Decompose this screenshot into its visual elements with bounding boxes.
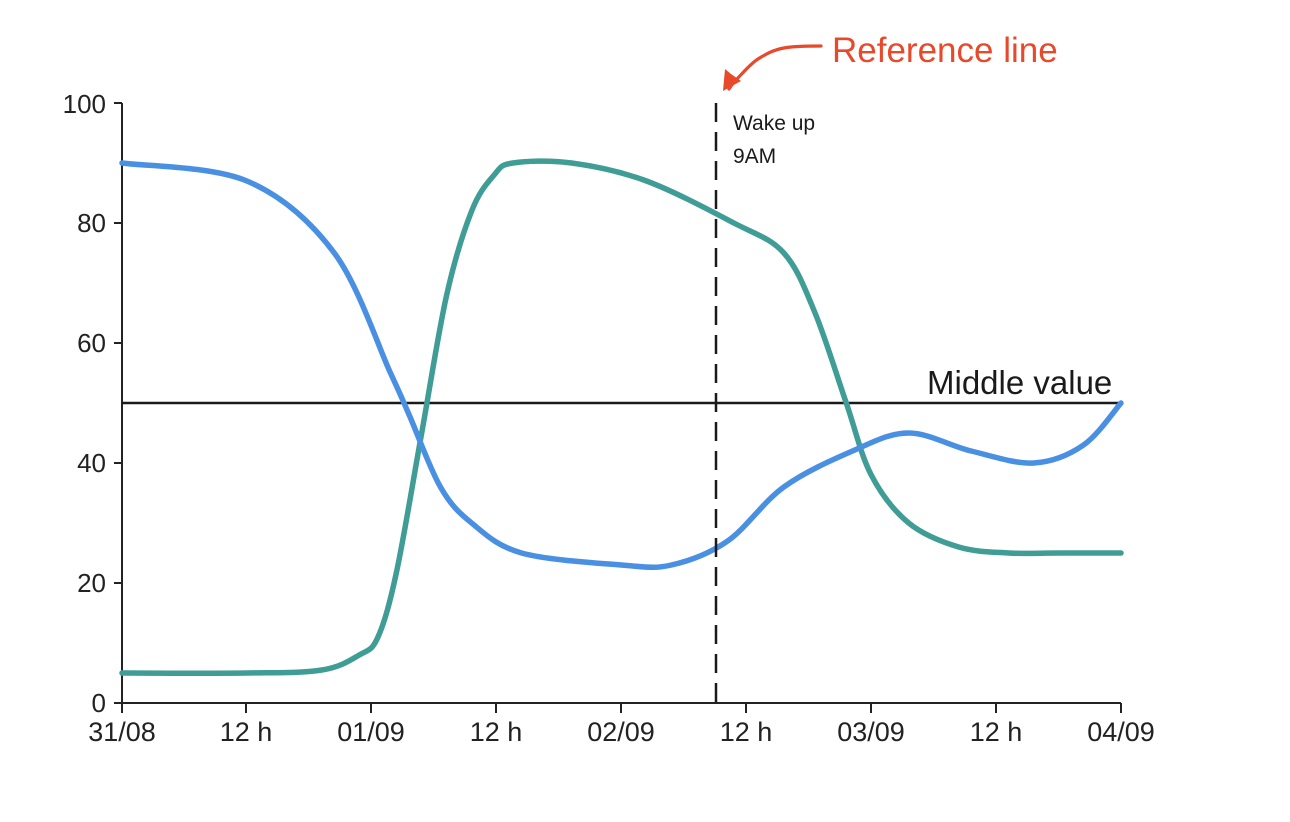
svg-text:01/09: 01/09: [337, 717, 405, 747]
svg-text:40: 40: [77, 448, 106, 478]
svg-text:12 h: 12 h: [720, 717, 773, 747]
svg-text:12 h: 12 h: [470, 717, 523, 747]
svg-text:Wake up: Wake up: [733, 112, 815, 135]
svg-text:80: 80: [77, 208, 106, 238]
svg-text:100: 100: [63, 89, 106, 119]
svg-text:0: 0: [92, 688, 106, 718]
svg-text:31/08: 31/08: [88, 717, 156, 747]
svg-text:Reference line: Reference line: [832, 31, 1058, 70]
svg-text:9AM: 9AM: [733, 145, 776, 168]
svg-text:04/09: 04/09: [1087, 717, 1155, 747]
svg-text:Middle value: Middle value: [927, 364, 1112, 401]
svg-text:20: 20: [77, 568, 106, 598]
svg-text:60: 60: [77, 328, 106, 358]
svg-text:03/09: 03/09: [837, 717, 905, 747]
svg-text:12 h: 12 h: [220, 717, 273, 747]
svg-text:12 h: 12 h: [970, 717, 1023, 747]
svg-text:02/09: 02/09: [587, 717, 655, 747]
